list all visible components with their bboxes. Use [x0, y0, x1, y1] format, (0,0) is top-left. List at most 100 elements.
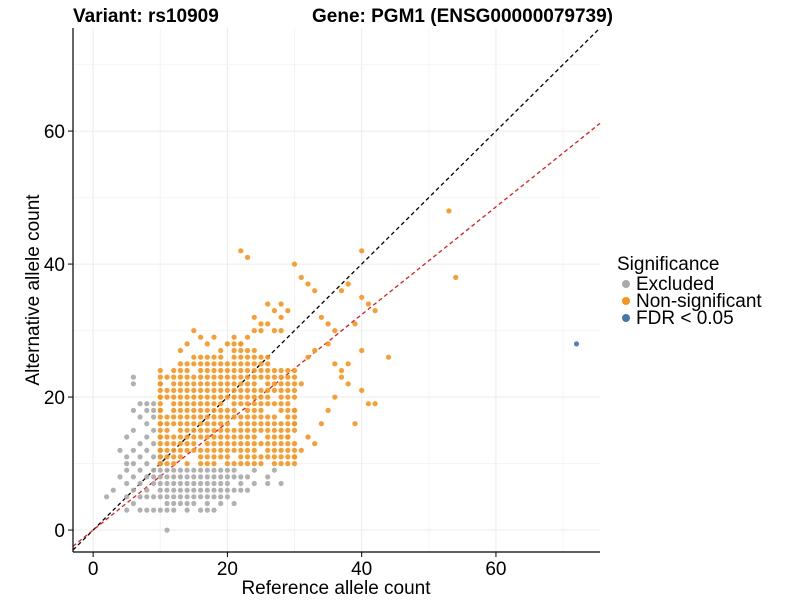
- data-point: [157, 441, 163, 447]
- data-point: [244, 434, 251, 440]
- data-point: [137, 454, 143, 460]
- data-point: [278, 328, 284, 334]
- data-point: [177, 401, 183, 407]
- data-point: [191, 474, 197, 480]
- data-point: [144, 487, 150, 493]
- data-point: [164, 434, 170, 440]
- data-point: [251, 427, 257, 433]
- data-point: [184, 480, 190, 487]
- data-point: [184, 507, 190, 513]
- data-point: [359, 294, 365, 300]
- data-point: [198, 414, 204, 420]
- data-point: [218, 401, 224, 407]
- data-point: [231, 401, 237, 407]
- data-point: [238, 441, 244, 447]
- data-point: [177, 394, 183, 400]
- data-point: [204, 421, 210, 427]
- data-point: [231, 414, 237, 420]
- data-point: [124, 467, 130, 473]
- data-point: [244, 474, 251, 480]
- series-excluded: [104, 374, 284, 533]
- data-point: [124, 507, 130, 513]
- data-point: [198, 461, 204, 467]
- data-point: [204, 441, 210, 447]
- data-point: [218, 407, 224, 413]
- data-point: [177, 361, 183, 367]
- data-point: [204, 367, 210, 374]
- data-point: [224, 414, 230, 420]
- data-point: [285, 374, 291, 380]
- data-point: [137, 507, 143, 513]
- data-point: [198, 494, 204, 500]
- data-point: [198, 407, 204, 413]
- y-axis-title: Alternative allele count: [23, 194, 44, 386]
- data-point: [218, 434, 224, 440]
- data-point: [124, 434, 130, 440]
- data-point: [204, 461, 210, 467]
- data-point: [198, 507, 204, 513]
- data-point: [224, 341, 230, 347]
- data-point: [157, 434, 163, 440]
- data-point: [446, 208, 452, 214]
- data-point: [177, 367, 183, 374]
- data-point: [104, 494, 110, 500]
- data-point: [157, 487, 163, 493]
- data-point: [144, 507, 150, 513]
- data-point: [265, 401, 271, 407]
- data-point: [191, 401, 197, 407]
- data-point: [184, 374, 190, 380]
- data-point: [285, 394, 291, 400]
- data-point: [218, 487, 224, 493]
- data-point: [191, 361, 197, 367]
- series-fdr-0-05: [573, 341, 580, 347]
- data-point: [244, 487, 251, 493]
- data-point: [345, 361, 351, 367]
- data-point: [151, 407, 157, 413]
- data-point: [278, 447, 284, 453]
- data-point: [164, 441, 170, 447]
- data-point: [352, 421, 358, 427]
- data-point: [285, 367, 291, 374]
- data-point: [171, 421, 177, 427]
- data-point: [251, 394, 257, 400]
- data-point: [271, 421, 277, 427]
- data-point: [184, 401, 190, 407]
- data-point: [191, 407, 197, 413]
- data-point: [164, 427, 170, 433]
- data-point: [258, 374, 264, 380]
- data-point: [211, 387, 217, 393]
- data-point: [151, 441, 157, 447]
- data-point: [184, 494, 190, 500]
- data-point: [144, 474, 150, 480]
- data-point: [278, 434, 284, 440]
- y-tick-label: 0: [54, 521, 65, 542]
- data-point: [191, 414, 197, 420]
- data-point: [278, 401, 284, 407]
- data-point: [144, 461, 150, 467]
- data-point: [157, 494, 163, 500]
- data-point: [164, 467, 170, 473]
- data-point: [211, 374, 217, 380]
- data-point: [224, 467, 230, 473]
- y-tick-label: 60: [44, 122, 65, 143]
- data-point: [218, 467, 224, 473]
- data-point: [151, 507, 157, 513]
- data-point: [244, 421, 251, 427]
- data-point: [258, 454, 264, 460]
- data-point: [231, 394, 237, 400]
- data-point: [218, 427, 224, 433]
- data-point: [184, 461, 190, 467]
- data-point: [231, 381, 237, 387]
- data-point: [265, 447, 271, 453]
- data-point: [238, 434, 244, 440]
- data-point: [231, 500, 237, 507]
- data-point: [265, 381, 271, 387]
- data-point: [157, 474, 163, 480]
- data-point: [372, 401, 378, 407]
- data-point: [291, 461, 298, 467]
- data-point: [231, 441, 237, 447]
- data-point: [184, 467, 190, 473]
- data-point: [224, 461, 230, 467]
- data-point: [231, 341, 237, 347]
- data-point: [211, 427, 217, 433]
